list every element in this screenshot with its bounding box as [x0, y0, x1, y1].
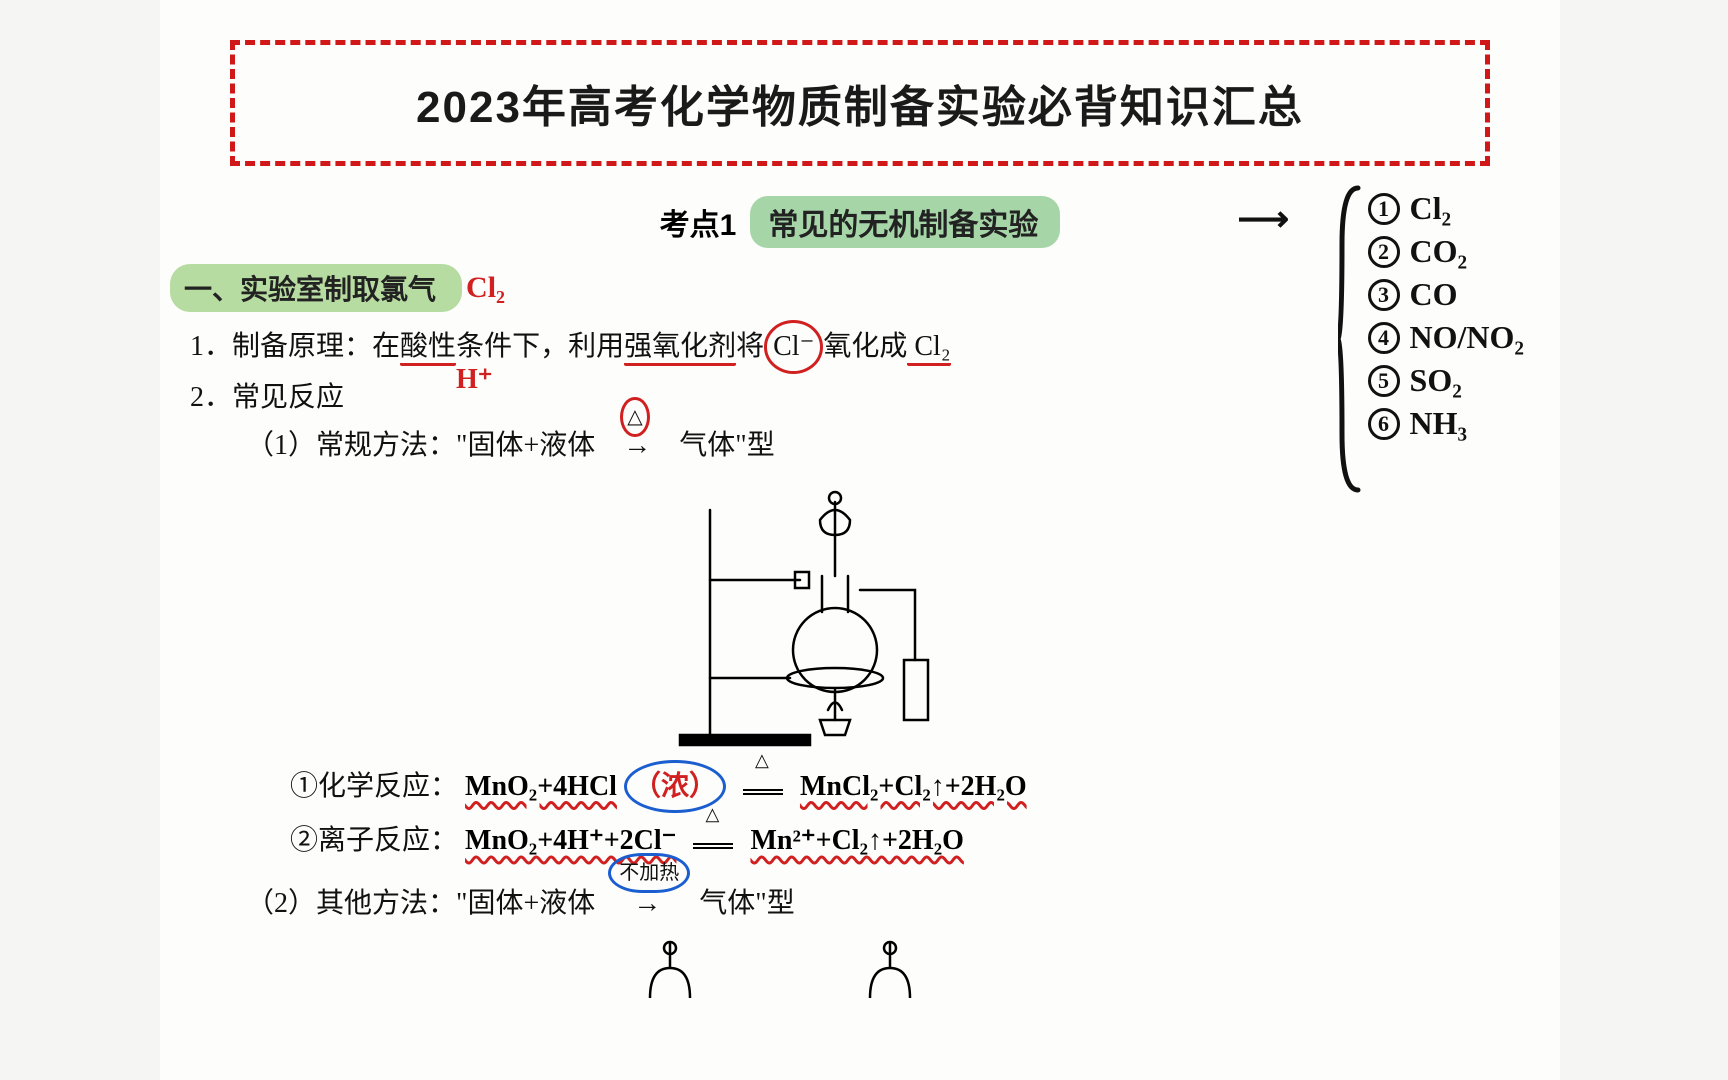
- page-title: 2023年高考化学物质制备实验必背知识汇总: [265, 71, 1455, 135]
- acid-underline: 酸性: [400, 331, 456, 366]
- txt: 气体"型: [699, 888, 794, 919]
- label: 离子反应：: [318, 825, 458, 856]
- section-num: 一、: [184, 274, 240, 305]
- arrow-icon: ⟶: [1238, 198, 1290, 240]
- list-item: 3 CO: [1368, 276, 1524, 313]
- oxid-underline: 强氧化剂: [624, 331, 736, 366]
- list-num: 1: [1368, 193, 1400, 225]
- equation-1: ①化学反应： MnO₂+4HCl （浓） △ MnCl₂+Cl₂↑+2H₂O: [290, 760, 1560, 814]
- topic-label: 考点1: [660, 200, 737, 244]
- num: ②: [290, 825, 318, 856]
- list-item: 1 Cl₂: [1368, 190, 1524, 227]
- section-pill: 一、实验室制取氯气: [170, 264, 462, 312]
- topic-highlight: 常见的无机制备实验: [750, 196, 1060, 248]
- reactions-label: 2．常见反应: [190, 374, 1560, 422]
- equation-2: ②离子反应： MnO₂+4H⁺+2Cl⁻ △ Mn²⁺+Cl₂↑+2H₂O: [290, 817, 1560, 865]
- t: 在: [372, 331, 400, 362]
- eq-rhs: MnCl₂+Cl₂↑+2H₂O: [800, 771, 1027, 802]
- apparatus-diagram: [660, 480, 1000, 750]
- delta-icon: △: [755, 745, 769, 776]
- section-title: 实验室制取氯气: [240, 274, 436, 305]
- label: 制备原理：: [232, 331, 372, 362]
- apparatus-partial: [610, 938, 1560, 1013]
- title-box: 2023年高考化学物质制备实验必背知识汇总: [230, 40, 1490, 166]
- delta-icon: △: [705, 799, 719, 830]
- document-page: 2023年高考化学物质制备实验必背知识汇总 考点1 常见的无机制备实验 ⟶ 1C…: [160, 0, 1560, 1080]
- label: 化学反应：: [318, 771, 458, 802]
- heat-circle: △: [620, 397, 649, 437]
- num: 2．: [190, 382, 232, 413]
- eq-lhs: MnO₂+4H⁺+2Cl⁻: [465, 825, 676, 856]
- eq-lhs: MnO₂+4HCl: [465, 771, 617, 802]
- h-plus-annot: H⁺: [456, 356, 493, 404]
- annotation-cl2: Cl₂: [466, 271, 505, 305]
- num: 1．: [190, 331, 232, 362]
- label: 常规方法：: [316, 430, 456, 461]
- txt: 气体"型: [679, 430, 774, 461]
- list-num: 2: [1368, 236, 1400, 268]
- method1-line: （1）常规方法："固体+液体 △ → 气体"型: [246, 421, 1560, 470]
- txt: "固体+液体: [456, 888, 595, 919]
- principle-line: 1．制备原理：在酸性条件下，利用强氧化剂将Cl⁻氧化成 Cl₂ H⁺: [190, 320, 1560, 374]
- equals-icon: [743, 789, 783, 795]
- noheat-oval: 不加热: [608, 853, 690, 893]
- t: 将: [736, 331, 764, 362]
- equals-icon: [693, 843, 733, 849]
- method2-line: （2）其他方法："固体+液体 不加热 → 气体"型: [246, 879, 1560, 928]
- cl-ion-circle: Cl⁻: [764, 320, 823, 374]
- txt: "固体+液体: [456, 430, 595, 461]
- list-formula: CO: [1410, 276, 1458, 313]
- num: （1）: [246, 430, 316, 461]
- content-block: 1．制备原理：在酸性条件下，利用强氧化剂将Cl⁻氧化成 Cl₂ H⁺ 2．常见反…: [190, 320, 1560, 1013]
- num: ①: [290, 771, 318, 802]
- label: 其他方法：: [316, 888, 456, 919]
- list-formula: Cl₂: [1410, 190, 1452, 227]
- cl2-underline: Cl₂: [907, 331, 950, 366]
- list-formula: CO₂: [1410, 233, 1468, 270]
- eq-rhs: Mn²⁺+Cl₂↑+2H₂O: [750, 825, 963, 856]
- t: 氧化成: [823, 331, 907, 362]
- list-num: 3: [1368, 279, 1400, 311]
- label: 常见反应: [232, 382, 344, 413]
- list-item: 2 CO₂: [1368, 233, 1524, 270]
- num: （2）: [246, 888, 316, 919]
